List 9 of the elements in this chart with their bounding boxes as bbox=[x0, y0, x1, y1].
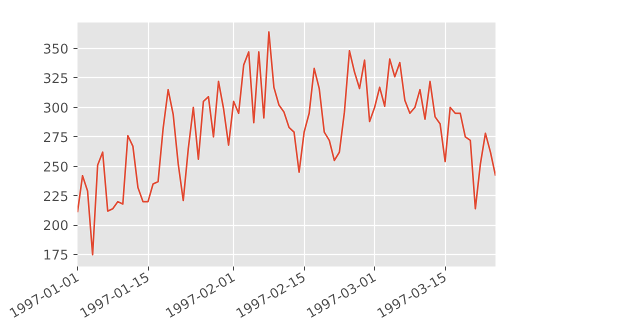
line-series bbox=[78, 31, 496, 256]
y-tick-label: 200 bbox=[43, 219, 69, 234]
y-tick-label: 300 bbox=[43, 101, 69, 116]
y-tick-label: 225 bbox=[43, 190, 69, 205]
y-tick-label: 350 bbox=[43, 42, 69, 58]
y-tick-label: 175 bbox=[43, 248, 69, 264]
y-tick-label: 275 bbox=[43, 130, 69, 146]
y-tick-label: 325 bbox=[43, 72, 69, 87]
y-tick-label: 250 bbox=[43, 160, 69, 176]
